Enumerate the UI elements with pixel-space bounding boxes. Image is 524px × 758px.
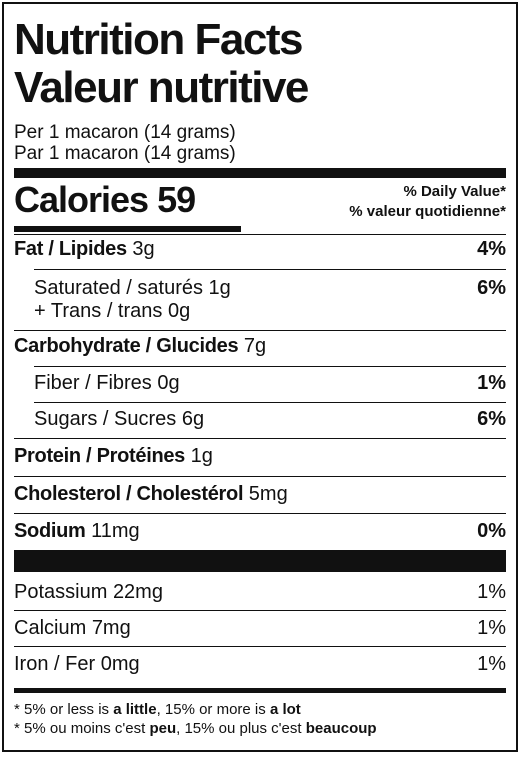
iron-row: Iron / Fer 0mg 1% xyxy=(14,652,506,676)
cholesterol-label: Cholesterol / Cholestérol xyxy=(14,483,244,505)
divider xyxy=(14,438,506,439)
calories-value: 59 xyxy=(157,179,196,220)
carbohydrate-amount: 7g xyxy=(243,335,267,357)
footnote-english-bold: a lot xyxy=(269,701,301,718)
daily-value-header: % Daily Value* % valeur quotidienne* xyxy=(349,182,506,222)
protein-label: Protein / Protéines xyxy=(14,445,186,467)
serving-size-english: Per 1 macaron (14 grams) xyxy=(14,122,236,143)
iron-amount: 0mg xyxy=(100,653,140,675)
sodium-row: Sodium 11mg 0% xyxy=(14,519,506,543)
iron-label: Iron / Fer xyxy=(14,653,96,675)
divider xyxy=(14,646,506,647)
carbohydrate-label: Carbohydrate / Glucides xyxy=(14,335,239,357)
fat-percent: 4% xyxy=(477,238,506,260)
calcium-label: Calcium xyxy=(14,617,87,639)
daily-value-english: % Daily Value* xyxy=(403,183,506,200)
potassium-percent: 1% xyxy=(477,581,506,603)
divider xyxy=(14,234,506,235)
cholesterol-amount: 5mg xyxy=(248,483,288,505)
footnote-french-part: , 15% ou plus c'est xyxy=(176,720,306,737)
calcium-percent: 1% xyxy=(477,617,506,639)
saturated-amount: 1g xyxy=(208,277,231,299)
divider xyxy=(14,610,506,611)
protein-row: Protein / Protéines 1g xyxy=(14,444,506,468)
calories-underline xyxy=(14,226,241,232)
sugars-label: Sugars / Sucres xyxy=(34,408,177,430)
potassium-label: Potassium xyxy=(14,581,108,603)
fiber-percent: 1% xyxy=(477,372,506,394)
title-french: Valeur nutritive xyxy=(14,63,309,112)
sugars-amount: 6g xyxy=(181,408,205,430)
iron-percent: 1% xyxy=(477,653,506,675)
fat-label: Fat / Lipides xyxy=(14,238,127,260)
divider xyxy=(34,402,506,403)
fiber-amount: 0g xyxy=(157,372,180,394)
footnote-english: * 5% or less is a little, 15% or more is… xyxy=(14,701,301,719)
divider xyxy=(14,476,506,477)
fiber-row: Fiber / Fibres 0g 1% xyxy=(34,371,506,395)
sodium-percent: 0% xyxy=(477,520,506,542)
top-thick-divider xyxy=(14,168,506,178)
fat-row: Fat / Lipides 3g 4% xyxy=(14,237,506,261)
label-content: Nutrition Facts Valeur nutritive Per 1 m… xyxy=(14,4,506,750)
cholesterol-row: Cholesterol / Cholestérol 5mg xyxy=(14,482,506,506)
divider xyxy=(34,366,506,367)
sodium-label: Sodium xyxy=(14,520,86,542)
serving-size-french: Par 1 macaron (14 grams) xyxy=(14,143,236,164)
calcium-amount: 7mg xyxy=(91,617,131,639)
saturated-label: Saturated / saturés xyxy=(34,277,203,299)
title-english: Nutrition Facts xyxy=(14,15,303,64)
saturated-row: Saturated / saturés 1g 6% xyxy=(34,276,506,300)
footnote-french: * 5% ou moins c'est peu, 15% ou plus c'e… xyxy=(14,720,377,738)
trans-amount: 0g xyxy=(167,300,191,322)
trans-row: + Trans / trans 0g xyxy=(34,299,506,323)
sugars-percent: 6% xyxy=(477,408,506,430)
footnote-english-bold: a little xyxy=(113,701,157,718)
fiber-label: Fiber / Fibres xyxy=(34,372,152,394)
footer-divider xyxy=(14,688,506,693)
calories-row: Calories 59 % Daily Value* % valeur quot… xyxy=(14,176,506,232)
divider xyxy=(14,513,506,514)
thick-section-divider xyxy=(14,550,506,572)
daily-value-french: % valeur quotidienne* xyxy=(349,203,506,220)
sodium-amount: 11mg xyxy=(91,520,140,542)
footnote-english-part: , 15% or more is xyxy=(156,701,270,718)
divider xyxy=(34,269,506,270)
carbohydrate-row: Carbohydrate / Glucides 7g xyxy=(14,334,506,358)
nutrition-facts-label: Nutrition Facts Valeur nutritive Per 1 m… xyxy=(2,2,518,752)
potassium-row: Potassium 22mg 1% xyxy=(14,580,506,604)
calories-text: Calories 59 xyxy=(14,179,196,220)
footnote-french-part: * 5% ou moins c'est xyxy=(14,720,150,737)
footnote-french-bold: beaucoup xyxy=(305,720,377,737)
saturated-percent: 6% xyxy=(477,277,506,299)
footnote-french-bold: peu xyxy=(149,720,177,737)
divider xyxy=(14,330,506,331)
protein-amount: 1g xyxy=(190,445,213,467)
sugars-row: Sugars / Sucres 6g 6% xyxy=(34,407,506,431)
calcium-row: Calcium 7mg 1% xyxy=(14,616,506,640)
footnote-english-part: * 5% or less is xyxy=(14,701,114,718)
fat-amount: 3g xyxy=(132,238,155,260)
calories-label: Calories xyxy=(14,179,149,220)
potassium-amount: 22mg xyxy=(112,581,163,603)
trans-label: + Trans / trans xyxy=(34,300,163,322)
